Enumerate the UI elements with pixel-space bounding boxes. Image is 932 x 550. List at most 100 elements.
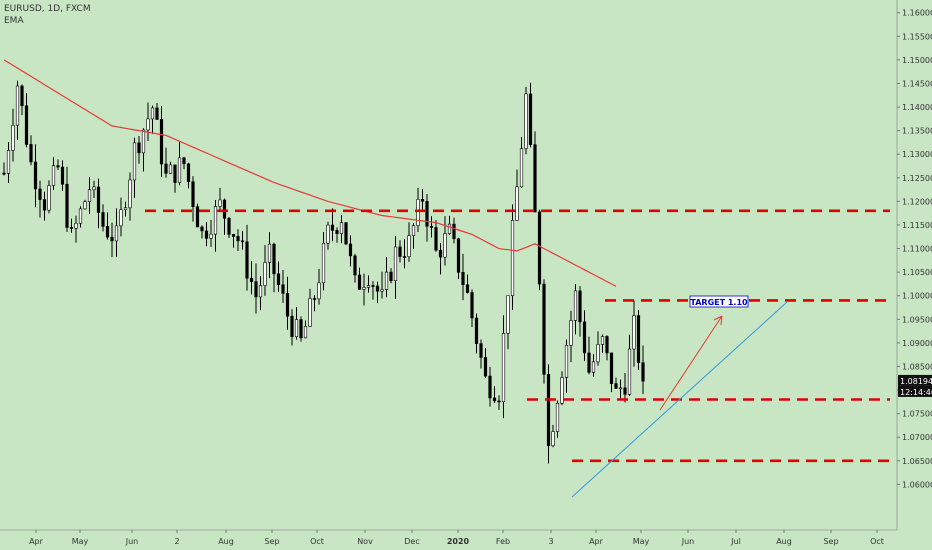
candle-body [258, 285, 263, 298]
candle-body [632, 315, 636, 350]
candle-body [87, 189, 92, 202]
y-tick-label: 1.10000 [902, 292, 932, 301]
target-arrow [659, 315, 723, 411]
candle-body [569, 320, 573, 346]
candle-body [344, 222, 348, 245]
x-tick-label: 3 [548, 537, 553, 546]
candle-body [627, 348, 632, 395]
symbol-title[interactable]: EURUSD, 1D, FXCM [4, 4, 91, 14]
candle-body [101, 212, 105, 227]
y-tick-label: 1.07500 [902, 410, 932, 419]
y-tick-label: 1.13500 [902, 127, 932, 136]
candle-body [429, 225, 434, 228]
candle-body [78, 208, 83, 224]
candle-body [173, 164, 177, 183]
candle-body [488, 375, 492, 399]
candle-body [384, 271, 389, 290]
x-tick-label: Dec [404, 537, 419, 546]
candle-body [33, 161, 38, 190]
ema-line [3, 59, 617, 287]
candle-body [528, 93, 533, 145]
candle-body [353, 255, 357, 276]
candle-body [11, 124, 15, 151]
candle-body [281, 284, 285, 294]
candle-body [506, 295, 510, 334]
candle-body [609, 352, 614, 384]
target-label-box [689, 295, 749, 308]
candle-body [6, 150, 11, 174]
candle-body [461, 272, 465, 286]
candle-body [236, 236, 240, 242]
candle-body [618, 387, 623, 390]
candle-body [375, 285, 380, 292]
candle-body [596, 344, 600, 363]
y-tick-label: 1.11500 [902, 221, 932, 230]
candle-body [65, 183, 69, 228]
candle-body [623, 387, 627, 395]
candle-body [380, 289, 384, 292]
y-tick-label: 1.10500 [902, 268, 932, 277]
indicator-label[interactable]: EMA [4, 16, 24, 26]
candle-body [402, 256, 407, 258]
y-tick-label: 1.15500 [902, 32, 932, 41]
candle-body [182, 157, 186, 165]
x-tick-label: Apr [589, 537, 604, 546]
candle-body [42, 199, 47, 211]
candle-body [128, 179, 132, 209]
candle-body [573, 290, 578, 321]
candle-body [483, 357, 488, 377]
candle-body [479, 343, 483, 358]
candle-body [2, 172, 6, 175]
x-tick-label: Apr [29, 537, 44, 546]
candle-body [416, 199, 420, 227]
candle-body [204, 230, 209, 239]
candle-body [164, 163, 168, 174]
candle-body [195, 206, 200, 228]
candle-body [366, 285, 371, 288]
candle-body [456, 238, 461, 273]
candle-body [191, 181, 195, 207]
x-tick-label: May [72, 537, 89, 546]
candle-body [60, 166, 65, 185]
candle-body [492, 397, 497, 402]
candle-body [542, 283, 546, 375]
candle-body [371, 285, 375, 287]
candle-body [308, 298, 312, 327]
target-label: TARGET 1.10 [690, 298, 748, 307]
candle-body [501, 333, 506, 403]
candle-body [263, 262, 267, 286]
candle-body [587, 352, 591, 373]
x-tick-label: Jul [730, 537, 741, 546]
y-tick-label: 1.12500 [902, 174, 932, 183]
candle-body [132, 142, 137, 181]
candle-body [389, 271, 393, 282]
candle-body [425, 201, 429, 227]
trendline [571, 301, 788, 498]
y-tick-label: 1.16000 [902, 9, 932, 18]
candle-body [321, 243, 326, 284]
candle-body [438, 249, 443, 258]
candle-body [339, 222, 344, 234]
x-tick-label: Oct [310, 537, 324, 546]
candle-body [348, 243, 353, 257]
candle-body [168, 164, 173, 174]
y-tick-label: 1.14000 [902, 103, 932, 112]
candle-body [105, 226, 110, 238]
candle-body [420, 199, 425, 202]
candle-body [434, 227, 438, 251]
candle-body [47, 185, 51, 211]
x-tick-label: Sep [823, 537, 838, 546]
candle-body [141, 129, 146, 154]
x-tick-label: Aug [776, 537, 792, 546]
candle-body [636, 315, 641, 363]
x-tick-label: Feb [496, 537, 510, 546]
candle-body [551, 431, 555, 447]
candle-body [96, 186, 101, 213]
candle-body [155, 107, 159, 120]
x-tick-label: Aug [218, 537, 234, 546]
countdown-tag [898, 385, 932, 397]
candle-body [605, 336, 609, 354]
candle-body [272, 243, 276, 275]
candle-body [56, 165, 60, 168]
